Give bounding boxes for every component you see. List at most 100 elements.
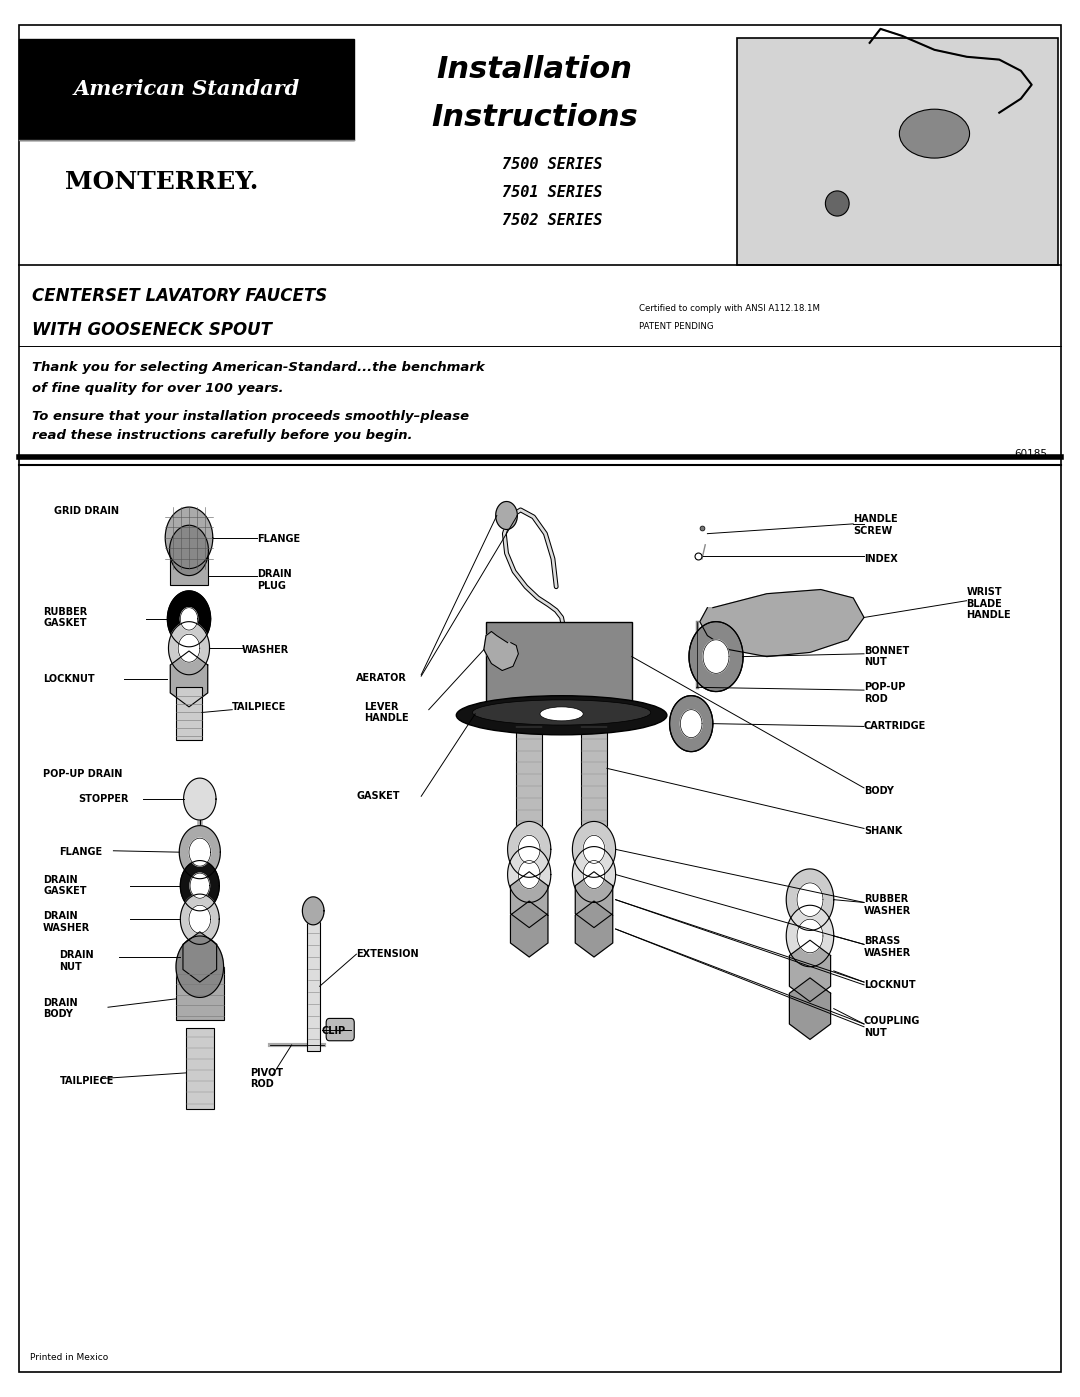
- Text: PIVOT
ROD: PIVOT ROD: [251, 1067, 284, 1090]
- Text: WASHER: WASHER: [242, 644, 289, 655]
- Text: Installation: Installation: [436, 56, 633, 84]
- Polygon shape: [170, 525, 208, 576]
- Text: 60185: 60185: [1014, 448, 1048, 460]
- Bar: [170, 550, 208, 585]
- Text: Certified to comply with ANSI A112.18.1M: Certified to comply with ANSI A112.18.1M: [639, 305, 821, 313]
- Ellipse shape: [193, 841, 206, 849]
- Text: PATENT PENDING: PATENT PENDING: [639, 323, 714, 331]
- Text: CENTERSET LAVATORY FAUCETS: CENTERSET LAVATORY FAUCETS: [32, 288, 327, 305]
- Text: HANDLE
SCREW: HANDLE SCREW: [853, 514, 897, 536]
- Polygon shape: [178, 634, 200, 662]
- Polygon shape: [189, 838, 211, 866]
- Text: STOPPER: STOPPER: [78, 793, 129, 805]
- Text: DRAIN
BODY: DRAIN BODY: [43, 997, 78, 1020]
- Bar: [486, 622, 632, 705]
- Text: Instructions: Instructions: [431, 103, 638, 131]
- Text: LOCKNUT: LOCKNUT: [43, 673, 95, 685]
- Text: DRAIN
GASKET: DRAIN GASKET: [43, 875, 86, 897]
- Text: DRAIN
PLUG: DRAIN PLUG: [257, 569, 292, 591]
- Polygon shape: [184, 778, 216, 820]
- Text: DRAIN
WASHER: DRAIN WASHER: [43, 911, 91, 933]
- Polygon shape: [703, 640, 729, 673]
- Text: FLANGE: FLANGE: [59, 847, 103, 858]
- Ellipse shape: [473, 700, 650, 725]
- Polygon shape: [180, 608, 198, 630]
- Polygon shape: [680, 710, 702, 738]
- Bar: [19, 39, 354, 140]
- Polygon shape: [484, 631, 518, 671]
- Text: of fine quality for over 100 years.: of fine quality for over 100 years.: [32, 381, 284, 395]
- Polygon shape: [789, 978, 831, 1039]
- Text: American Standard: American Standard: [73, 80, 300, 99]
- Polygon shape: [180, 861, 219, 911]
- Text: FLANGE: FLANGE: [257, 534, 300, 545]
- Ellipse shape: [825, 191, 849, 217]
- Polygon shape: [670, 696, 713, 752]
- Bar: [176, 687, 202, 740]
- Polygon shape: [167, 591, 211, 647]
- Polygon shape: [511, 872, 548, 928]
- Text: POP-UP DRAIN: POP-UP DRAIN: [43, 768, 122, 780]
- Text: WITH GOOSENECK SPOUT: WITH GOOSENECK SPOUT: [32, 321, 272, 338]
- Ellipse shape: [457, 696, 667, 735]
- Text: Thank you for selecting American-Standard...the benchmark: Thank you for selecting American-Standar…: [32, 360, 485, 374]
- Ellipse shape: [540, 707, 583, 721]
- FancyBboxPatch shape: [326, 1018, 354, 1041]
- Bar: [581, 708, 607, 827]
- Bar: [516, 708, 542, 827]
- Text: BODY: BODY: [864, 785, 894, 796]
- Text: Printed in Mexico: Printed in Mexico: [30, 1354, 108, 1362]
- Polygon shape: [797, 919, 823, 953]
- Text: GRID DRAIN: GRID DRAIN: [54, 506, 119, 517]
- Polygon shape: [572, 847, 616, 902]
- Polygon shape: [165, 507, 213, 569]
- Polygon shape: [190, 873, 210, 898]
- Polygon shape: [508, 847, 551, 902]
- Text: LOCKNUT: LOCKNUT: [864, 979, 916, 990]
- Text: TAILPIECE: TAILPIECE: [59, 1076, 113, 1087]
- Polygon shape: [670, 696, 713, 752]
- Text: 7502 SERIES: 7502 SERIES: [502, 214, 603, 228]
- Polygon shape: [689, 622, 743, 692]
- Text: BONNET
NUT: BONNET NUT: [864, 645, 909, 668]
- Polygon shape: [789, 940, 831, 1002]
- Polygon shape: [797, 883, 823, 916]
- Polygon shape: [183, 932, 217, 982]
- Text: POP-UP
ROD: POP-UP ROD: [864, 682, 905, 704]
- Polygon shape: [689, 622, 743, 692]
- Text: CARTRIDGE: CARTRIDGE: [864, 721, 927, 732]
- Polygon shape: [511, 901, 548, 957]
- Polygon shape: [171, 651, 207, 707]
- Polygon shape: [576, 872, 612, 928]
- Polygon shape: [518, 861, 540, 888]
- Polygon shape: [518, 835, 540, 863]
- Text: CLIP: CLIP: [322, 1025, 346, 1037]
- Polygon shape: [508, 821, 551, 877]
- Text: 7500 SERIES: 7500 SERIES: [502, 158, 603, 172]
- Bar: [737, 38, 1058, 265]
- Polygon shape: [786, 905, 834, 967]
- Polygon shape: [583, 861, 605, 888]
- Polygon shape: [583, 835, 605, 863]
- Text: GASKET: GASKET: [356, 791, 400, 802]
- Polygon shape: [700, 590, 864, 657]
- Polygon shape: [302, 897, 324, 925]
- Polygon shape: [176, 936, 224, 997]
- Bar: [307, 922, 320, 1051]
- Polygon shape: [576, 901, 612, 957]
- Text: MONTERREY.: MONTERREY.: [65, 169, 258, 194]
- Polygon shape: [572, 821, 616, 877]
- Text: SHANK: SHANK: [864, 826, 903, 837]
- Text: LEVER
HANDLE: LEVER HANDLE: [364, 701, 408, 724]
- Text: INDEX: INDEX: [864, 553, 897, 564]
- Text: read these instructions carefully before you begin.: read these instructions carefully before…: [32, 429, 413, 443]
- Text: RUBBER
GASKET: RUBBER GASKET: [43, 606, 87, 629]
- Text: WRIST
BLADE
HANDLE: WRIST BLADE HANDLE: [967, 587, 1011, 620]
- Text: 7501 SERIES: 7501 SERIES: [502, 186, 603, 200]
- Text: BRASS
WASHER: BRASS WASHER: [864, 936, 912, 958]
- Polygon shape: [496, 502, 517, 529]
- Text: EXTENSION: EXTENSION: [356, 949, 419, 960]
- Bar: [186, 1028, 214, 1109]
- Text: COUPLING
NUT: COUPLING NUT: [864, 1016, 920, 1038]
- Text: To ensure that your installation proceeds smoothly–please: To ensure that your installation proceed…: [32, 409, 470, 423]
